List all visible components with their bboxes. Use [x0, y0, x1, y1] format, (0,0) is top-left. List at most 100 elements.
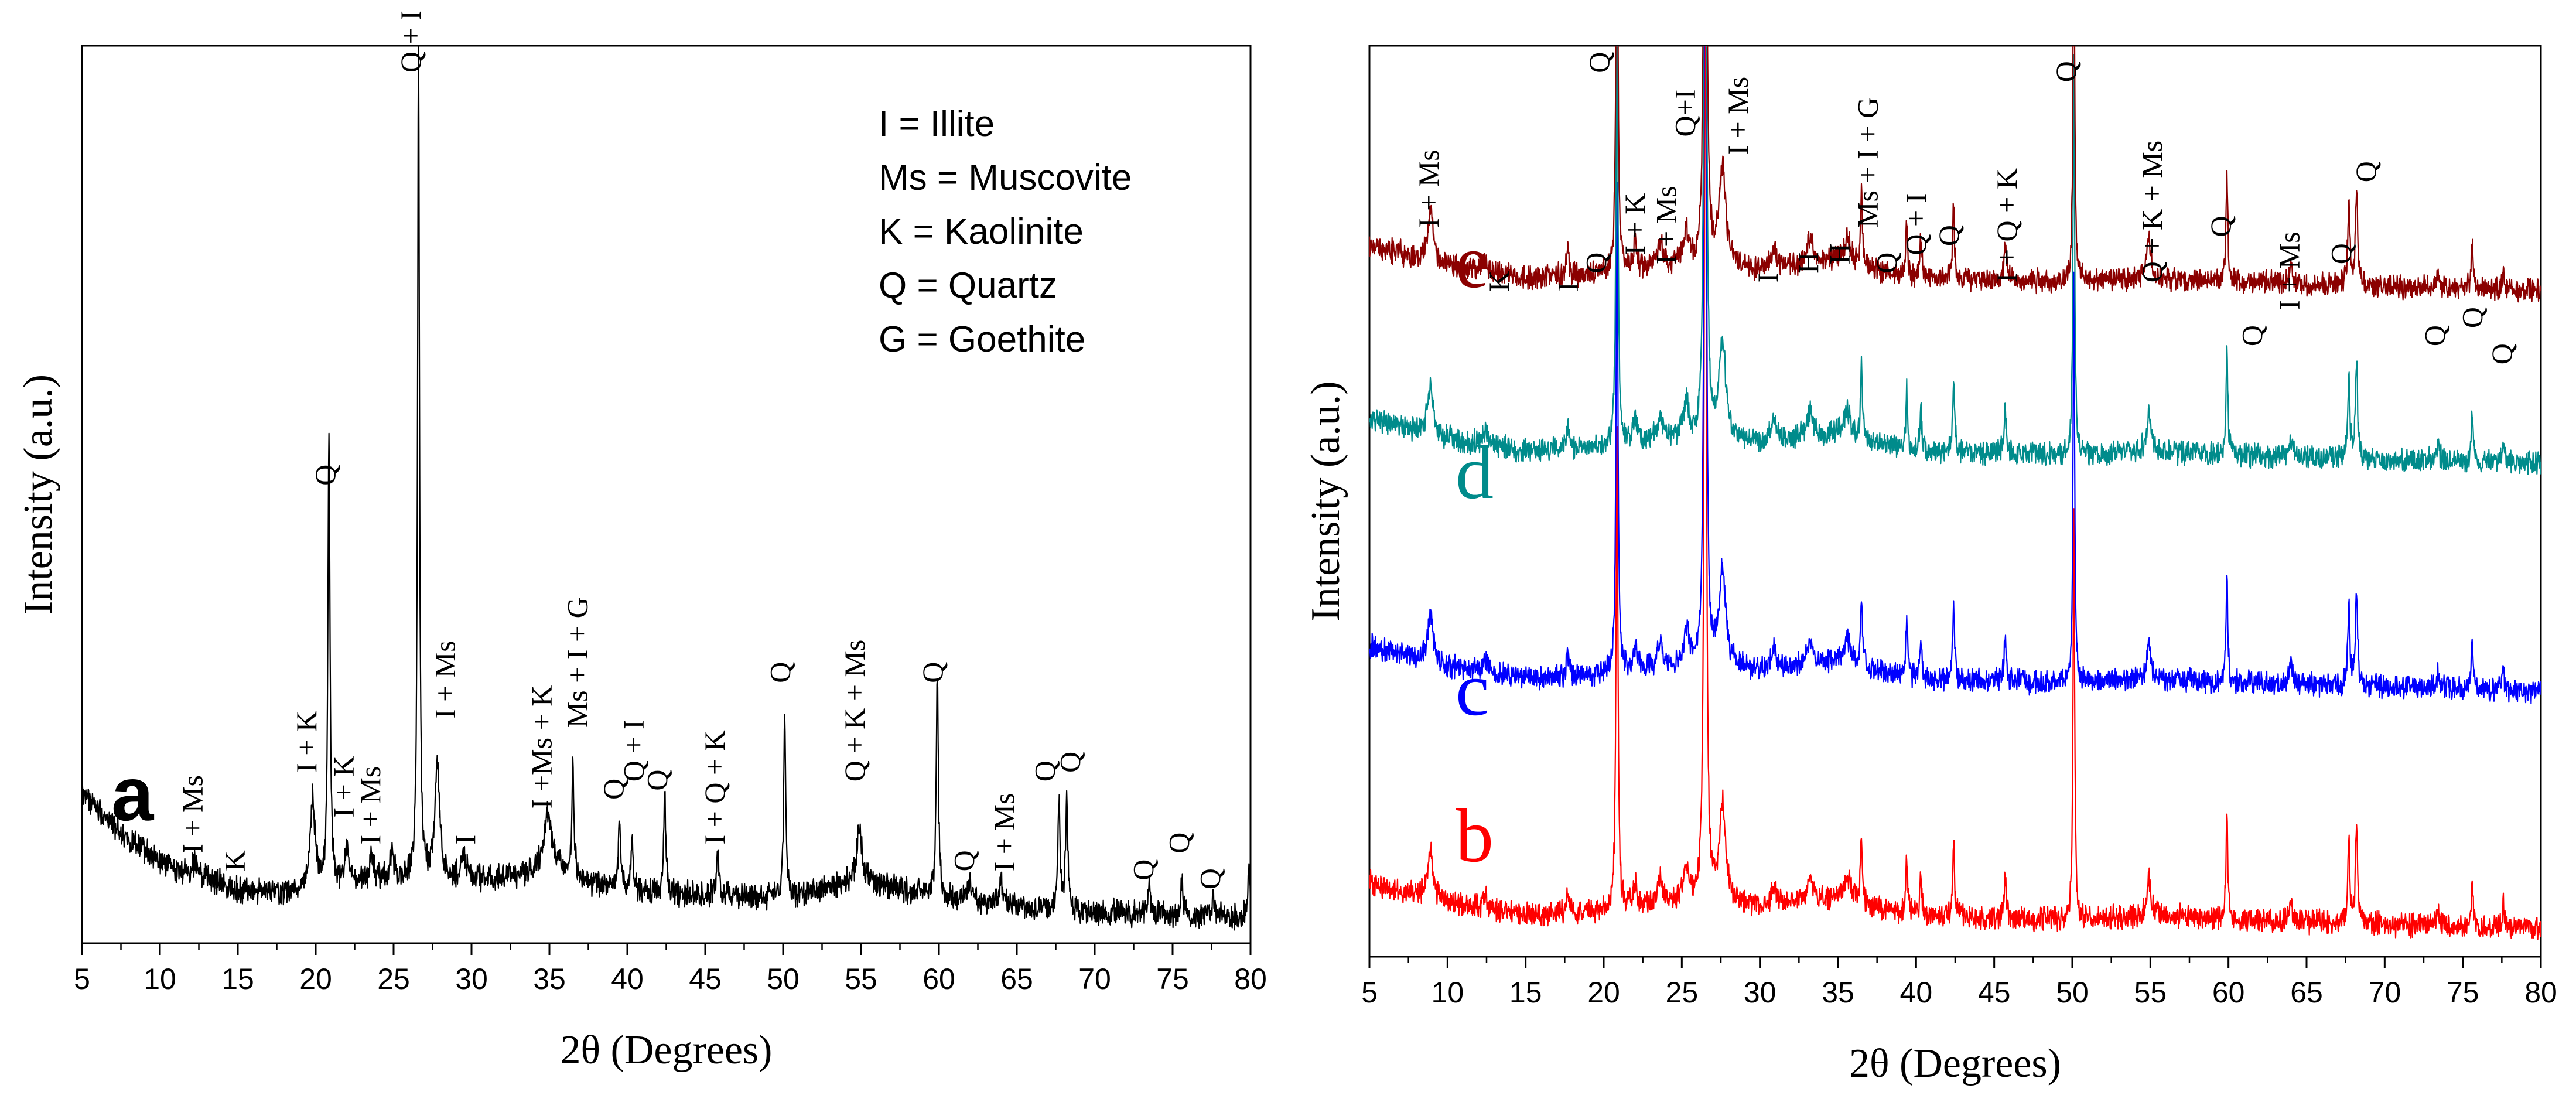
legend-entry: G = Goethite — [879, 319, 1085, 360]
peak-annotation: H — [1823, 243, 1856, 264]
peak-annotation: Q — [916, 662, 949, 683]
peak-annotation: I + Ms — [988, 793, 1020, 872]
peak-annotation: Q — [1029, 760, 1061, 782]
y-axis-label: Intensity (a.u.) — [16, 374, 61, 615]
legend-entry: K = Kaolinite — [879, 211, 1084, 252]
x-tick-label: 20 — [299, 963, 332, 995]
peak-annotation: Ms + I + G — [1851, 97, 1884, 228]
peak-annotation: I + Ms — [429, 640, 462, 719]
x-tick-label: 70 — [2369, 976, 2401, 1009]
x-axis-label: 2θ (Degrees) — [561, 1028, 773, 1073]
x-tick-label: 75 — [1156, 963, 1189, 995]
peak-annotation: I + K — [1618, 193, 1651, 255]
x-tick-label: 25 — [1666, 976, 1699, 1009]
peak-annotation: Q — [2349, 161, 2382, 182]
x-tick-label: 5 — [74, 963, 90, 995]
x-tick-label: 10 — [1432, 976, 1464, 1009]
x-tick-label: 80 — [1234, 963, 1267, 995]
peak-annotation: I + Ms — [1412, 149, 1445, 228]
x-tick-label: 80 — [2524, 976, 2557, 1009]
series-line-a — [82, 46, 1251, 931]
x-tick-label: 50 — [767, 963, 800, 995]
series-line-d — [1369, 46, 2541, 475]
peak-annotation: Q — [1579, 253, 1612, 274]
series-label-d: d — [1456, 431, 1494, 515]
x-tick-label: 30 — [1744, 976, 1776, 1009]
peak-annotation: Q — [1194, 868, 1226, 889]
peak-annotation: I + K — [290, 711, 323, 773]
x-tick-label: 45 — [1978, 976, 2011, 1009]
series-line-c — [1369, 46, 2541, 704]
x-tick-label: 60 — [2212, 976, 2245, 1009]
x-tick-label: 20 — [1587, 976, 1620, 1009]
x-tick-label: 40 — [1900, 976, 1933, 1009]
peak-annotation: Q — [1053, 752, 1086, 773]
peak-annotation: Q — [2049, 61, 2082, 82]
peak-annotation: I + Q + K — [1990, 168, 2023, 282]
peak-annotation: Q — [1932, 225, 1965, 246]
x-tick-label: 70 — [1078, 963, 1111, 995]
x-tick-label: 30 — [455, 963, 488, 995]
x-tick-label: 15 — [221, 963, 254, 995]
peak-annotation: I + K — [327, 756, 360, 818]
peak-annotation: Q + I — [1899, 193, 1932, 255]
x-tick-label: 35 — [533, 963, 566, 995]
peak-annotation: I + Ms — [354, 766, 387, 845]
peak-annotation: Q + K + Ms — [2136, 141, 2168, 283]
x-tick-label: 50 — [2056, 976, 2089, 1009]
peak-annotation: Q + I — [617, 719, 650, 782]
series-label-c: c — [1456, 647, 1489, 732]
peak-annotation: Q — [2485, 343, 2518, 364]
series-line-e — [1369, 46, 2541, 303]
x-tick-label: 15 — [1509, 976, 1542, 1009]
peak-annotation: I + Ms — [1721, 77, 1754, 155]
x-tick-label: 5 — [1361, 976, 1378, 1009]
legend-entry: Ms = Muscovite — [879, 158, 1132, 198]
series-line-b — [1369, 46, 2541, 940]
x-tick-label: 10 — [144, 963, 176, 995]
peak-annotation: Q — [1583, 52, 1615, 73]
peak-annotation: Q — [309, 465, 341, 486]
peak-annotation: Q — [763, 662, 796, 683]
peak-annotation: K — [218, 850, 251, 871]
peak-annotation: I + Ms — [176, 775, 209, 854]
peak-annotation: Q — [2235, 325, 2268, 346]
peak-annotation: Q — [1870, 253, 1902, 274]
peak-annotation: I + Ms — [1649, 186, 1682, 264]
peak-annotation: Q — [2455, 307, 2488, 328]
x-tick-label: 55 — [845, 963, 877, 995]
peak-annotation: Q+I — [1668, 90, 1701, 137]
peak-annotation: I + Ms — [2273, 231, 2305, 310]
y-axis-label: Intensity (a.u.) — [1303, 381, 1348, 621]
x-tick-label: 40 — [611, 963, 644, 995]
peak-annotation: Q — [947, 850, 980, 871]
peak-annotation: Q — [2324, 243, 2357, 264]
peak-annotation: I — [1551, 282, 1584, 292]
peak-annotation: Q — [2418, 325, 2451, 346]
x-tick-label: 65 — [2290, 976, 2323, 1009]
peak-annotation: H — [1792, 253, 1825, 274]
peak-annotation: I — [1751, 273, 1784, 283]
peak-annotation: I +Ms + K — [525, 685, 558, 809]
legend-entry: Q = Quartz — [879, 265, 1057, 306]
x-tick-label: 65 — [1000, 963, 1033, 995]
peak-annotation: I — [449, 835, 481, 845]
peak-annotation: K — [1482, 271, 1515, 292]
chart-panel-a: 5 10 15 20 25 30 35 40 45 50 55 60 65 70 75 80 2θ (Degre… — [16, 11, 1267, 1073]
peak-annotation: I + Q + K — [698, 730, 731, 844]
x-tick-label: 60 — [923, 963, 955, 995]
x-tick-label: 35 — [1822, 976, 1854, 1009]
x-axis-label: 2θ (Degrees) — [1849, 1041, 2061, 1086]
peak-annotation: Q + K + Ms — [838, 640, 871, 782]
peak-annotation: Q + I — [394, 11, 427, 73]
series-label-b: b — [1456, 794, 1494, 878]
peak-annotation: Q — [640, 769, 673, 790]
series-label-e: e — [1456, 220, 1489, 304]
peak-annotation: Q — [2204, 216, 2237, 237]
peak-annotation: Q — [1126, 859, 1159, 881]
x-tick-label: 55 — [2134, 976, 2167, 1009]
panel-label-a: a — [111, 751, 155, 837]
peak-annotation: Q — [597, 779, 630, 800]
peak-annotation: Ms + I + G — [561, 597, 594, 728]
